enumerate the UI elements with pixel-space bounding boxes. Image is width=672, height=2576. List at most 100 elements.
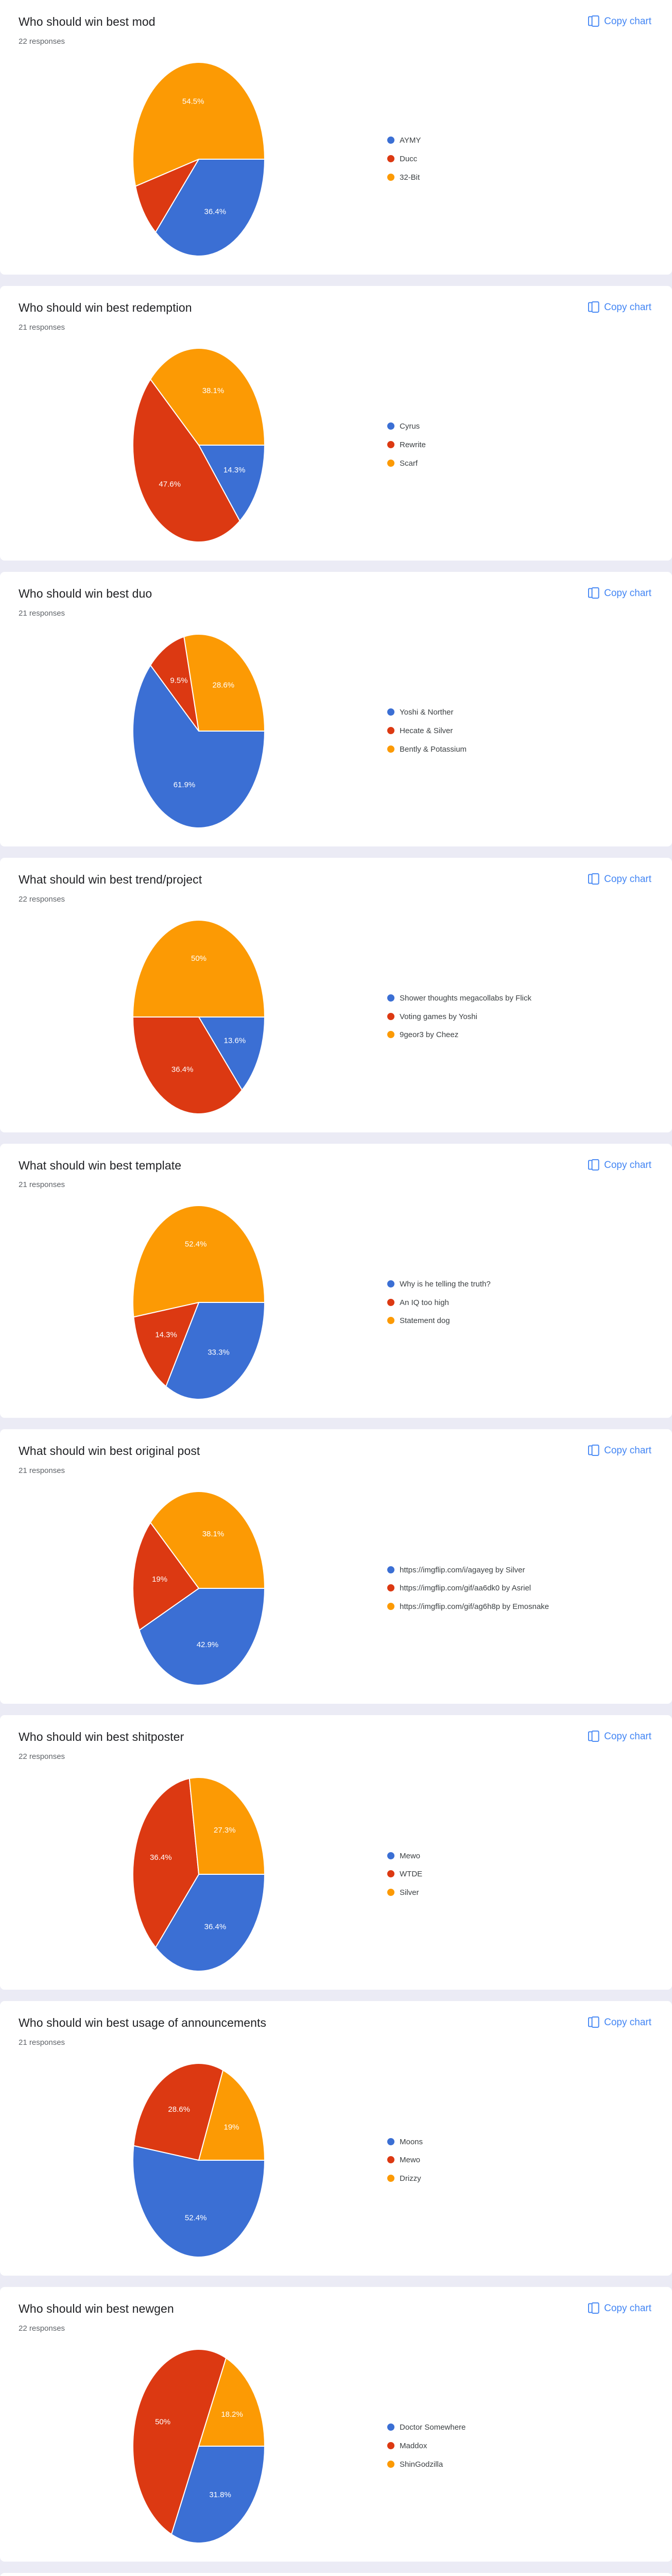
chart-area: 52.4% 28.6% 19% Moons Mewo Drizzy <box>0 2047 672 2276</box>
legend-item[interactable]: Why is he telling the truth? <box>387 1279 580 1290</box>
copy-chart-icon <box>588 1731 599 1742</box>
pie-slice[interactable] <box>132 61 266 187</box>
response-count: 22 responses <box>19 2324 65 2333</box>
legend-item[interactable]: Yoshi & Norther <box>387 707 580 718</box>
legend-color-swatch <box>387 708 394 716</box>
copy-chart-button[interactable]: Copy chart <box>586 1730 653 1744</box>
legend-item-label: https://imgflip.com/gif/aa6dk0 by Asriel <box>400 1584 531 1593</box>
card-header: What should win best trend/project Copy c… <box>0 858 672 888</box>
slice-value-label: 38.1% <box>202 386 225 395</box>
pie-slice[interactable] <box>198 2069 266 2161</box>
copy-chart-button[interactable]: Copy chart <box>586 586 653 601</box>
pie-slice[interactable] <box>132 378 240 543</box>
legend-color-swatch <box>387 1031 394 1039</box>
pie-slice[interactable] <box>154 158 266 257</box>
copy-chart-button[interactable]: Copy chart <box>586 2301 653 2316</box>
pie-slice[interactable] <box>165 1302 266 1400</box>
pie-slice[interactable] <box>183 633 266 732</box>
pie-slice[interactable] <box>132 1016 243 1114</box>
legend-item[interactable]: Moons <box>387 2137 580 2148</box>
legend-item[interactable]: Doctor Somewhere <box>387 2422 580 2433</box>
legend-item-label: Mewo <box>400 2156 421 2165</box>
pie-slice[interactable] <box>149 347 266 446</box>
legend-item[interactable]: Mewo <box>387 1851 580 1862</box>
copy-chart-button[interactable]: Copy chart <box>586 300 653 315</box>
legend-color-swatch <box>387 1566 394 1573</box>
pie-slice[interactable] <box>132 664 266 828</box>
legend-item[interactable]: Cyrus <box>387 421 580 432</box>
copy-chart-button[interactable]: Copy chart <box>586 14 653 29</box>
pie-slice[interactable] <box>198 1016 266 1091</box>
question-title: Who should win best newgen <box>19 2302 174 2316</box>
pie-slice[interactable] <box>188 1777 266 1875</box>
legend-item[interactable]: Bently & Potassium <box>387 744 580 755</box>
pie-slice[interactable] <box>139 1588 266 1686</box>
copy-chart-label: Copy chart <box>604 2017 651 2028</box>
pie-slice[interactable] <box>134 158 200 233</box>
slice-value-label: 31.8% <box>209 2490 231 2499</box>
legend-item[interactable]: Mewo <box>387 2155 580 2166</box>
legend-item[interactable]: Scarf <box>387 458 580 469</box>
legend-item-label: Rewrite <box>400 440 426 449</box>
pie-slice[interactable] <box>149 636 199 732</box>
pie-slice[interactable] <box>133 1302 200 1388</box>
legend-item[interactable]: ShinGodzilla <box>387 2459 580 2470</box>
slice-value-label: 14.3% <box>223 466 246 474</box>
response-count: 22 responses <box>19 894 65 904</box>
legend-item[interactable]: Hecate & Silver <box>387 725 580 737</box>
legend-item[interactable]: https://imgflip.com/i/agayeg by Silver <box>387 1565 580 1576</box>
legend-item[interactable]: Shower thoughts megacollabs by Flick <box>387 993 580 1004</box>
pie-container: 36.4% 54.5% <box>19 61 379 257</box>
response-count: 21 responses <box>19 608 65 618</box>
question-title: What should win best template <box>19 1158 182 1172</box>
pie-chart: 52.4% 28.6% 19% <box>132 2063 266 2258</box>
legend-item[interactable]: Rewrite <box>387 439 580 451</box>
slice-value-label: 52.4% <box>185 1240 207 1249</box>
legend-item[interactable]: Drizzy <box>387 2173 580 2184</box>
copy-chart-button[interactable]: Copy chart <box>586 1158 653 1173</box>
slice-value-label: 50% <box>155 2417 170 2426</box>
copy-chart-label: Copy chart <box>604 301 651 313</box>
pie-container: 31.8% 50% 18.2% <box>19 2348 379 2544</box>
legend-item[interactable]: https://imgflip.com/gif/aa6dk0 by Asriel <box>387 1583 580 1594</box>
legend-item[interactable]: 32-Bit <box>387 172 580 183</box>
slice-value-label: 61.9% <box>174 781 196 789</box>
legend-item[interactable]: An IQ too high <box>387 1297 580 1309</box>
pie-slice[interactable] <box>132 919 266 1018</box>
legend-item[interactable]: Silver <box>387 1887 580 1899</box>
pie-slice[interactable] <box>154 1874 266 1972</box>
legend-item[interactable]: Ducc <box>387 154 580 165</box>
copy-chart-button[interactable]: Copy chart <box>586 1444 653 1458</box>
pie-slice[interactable] <box>132 1205 266 1318</box>
legend-item[interactable]: WTDE <box>387 1869 580 1880</box>
legend-item[interactable]: https://imgflip.com/gif/ag6h8p by Emosna… <box>387 1601 580 1613</box>
pie-chart: 42.9% 19% 38.1% <box>132 1491 266 1686</box>
card-header: What should win best template Copy chart <box>0 1144 672 1174</box>
legend-item-label: https://imgflip.com/gif/ag6h8p by Emosna… <box>400 1602 549 1612</box>
pie-slice[interactable] <box>149 1491 266 1589</box>
question-card: What should win best template Copy chart 2… <box>0 1143 672 1418</box>
pie-container: 13.6% 36.4% 50% <box>19 919 379 1115</box>
copy-chart-label: Copy chart <box>604 873 651 885</box>
pie-slice[interactable] <box>133 2063 224 2161</box>
pie-slice[interactable] <box>170 2446 266 2544</box>
legend-item-label: https://imgflip.com/i/agayeg by Silver <box>400 1565 525 1574</box>
pie-slice[interactable] <box>132 2145 266 2258</box>
copy-chart-button[interactable]: Copy chart <box>586 872 653 887</box>
legend-item[interactable]: Voting games by Yoshi <box>387 1011 580 1023</box>
legend-item[interactable]: 9geor3 by Cheez <box>387 1029 580 1041</box>
pie-slice[interactable] <box>198 2357 266 2447</box>
pie-slice[interactable] <box>132 1777 200 1949</box>
copy-chart-icon <box>588 1445 599 1456</box>
legend-item[interactable]: Maddox <box>387 2441 580 2452</box>
copy-chart-button[interactable]: Copy chart <box>586 2015 653 2030</box>
legend-item[interactable]: Statement dog <box>387 1315 580 1327</box>
slice-value-label: 28.6% <box>168 2105 190 2114</box>
chart-legend: Moons Mewo Drizzy <box>379 2137 580 2184</box>
legend-item[interactable]: AYMY <box>387 135 580 146</box>
response-count: 21 responses <box>19 2038 65 2047</box>
pie-slice[interactable] <box>198 444 266 522</box>
slice-value-label: 36.4% <box>171 1065 194 1074</box>
pie-slice[interactable] <box>132 2349 227 2535</box>
pie-slice[interactable] <box>132 1521 200 1632</box>
